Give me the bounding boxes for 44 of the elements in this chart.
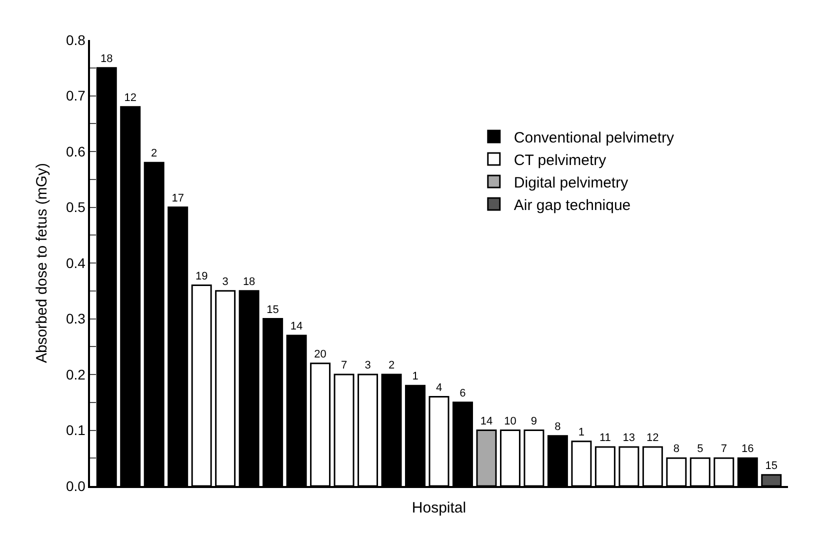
y-tick-label: 0.3 bbox=[66, 310, 86, 327]
x-tick-label: 18 bbox=[242, 276, 256, 288]
x-tick-label: 8 bbox=[673, 443, 680, 456]
y-tick-label: 0.5 bbox=[66, 199, 86, 216]
x-tick-label: 6 bbox=[460, 387, 466, 400]
x-tick-label: 7 bbox=[720, 443, 727, 456]
y-axis-title: Absorbed dose to fetus (mGy) bbox=[34, 162, 51, 364]
x-tick-label: 3 bbox=[222, 276, 228, 288]
x-tick-label: 15 bbox=[765, 460, 778, 472]
x-tick-label: 13 bbox=[622, 432, 636, 444]
y-tick-label: 0.0 bbox=[66, 478, 86, 494]
legend-label: Air gap technique bbox=[514, 196, 631, 214]
x-tick-label: 18 bbox=[100, 52, 113, 65]
x-tick-label: 11 bbox=[599, 432, 611, 444]
x-tick-label: 14 bbox=[290, 320, 303, 332]
x-tick-label: 17 bbox=[172, 192, 184, 204]
x-tick-label: 15 bbox=[266, 304, 279, 316]
y-tick-label: 0.8 bbox=[66, 32, 86, 48]
x-tick-label: 2 bbox=[388, 360, 395, 372]
y-tick-label: 0.4 bbox=[66, 254, 86, 271]
x-tick-label: 12 bbox=[124, 92, 136, 104]
x-tick-label: 20 bbox=[314, 348, 326, 360]
legend-label: CT pelvimetry bbox=[514, 152, 607, 169]
x-tick-label: 10 bbox=[504, 415, 516, 428]
x-tick-label: 3 bbox=[364, 360, 371, 372]
legend-label: Digital pelvimetry bbox=[514, 174, 629, 192]
x-tick-label: 7 bbox=[340, 360, 348, 372]
x-tick-label: 2 bbox=[151, 148, 158, 160]
x-tick-label: 19 bbox=[195, 270, 208, 282]
x-tick-label: 5 bbox=[697, 443, 704, 456]
x-tick-label: 12 bbox=[646, 432, 659, 444]
x-tick-label: 16 bbox=[742, 443, 754, 456]
legend-label: Conventional pelvimetry bbox=[514, 129, 674, 146]
x-tick-label: 8 bbox=[554, 420, 561, 433]
y-tick-label: 0.1 bbox=[66, 422, 86, 438]
x-tick-label: 1 bbox=[412, 370, 418, 383]
x-axis-title: Hospital bbox=[412, 499, 466, 516]
y-tick-label: 0.7 bbox=[66, 88, 86, 104]
x-tick-label: 1 bbox=[578, 426, 585, 438]
y-tick-label: 0.6 bbox=[66, 143, 86, 160]
y-tick-label: 0.2 bbox=[66, 366, 86, 382]
x-tick-label: 4 bbox=[436, 382, 442, 394]
x-tick-label: 9 bbox=[530, 415, 538, 428]
x-tick-label: 14 bbox=[480, 415, 493, 428]
